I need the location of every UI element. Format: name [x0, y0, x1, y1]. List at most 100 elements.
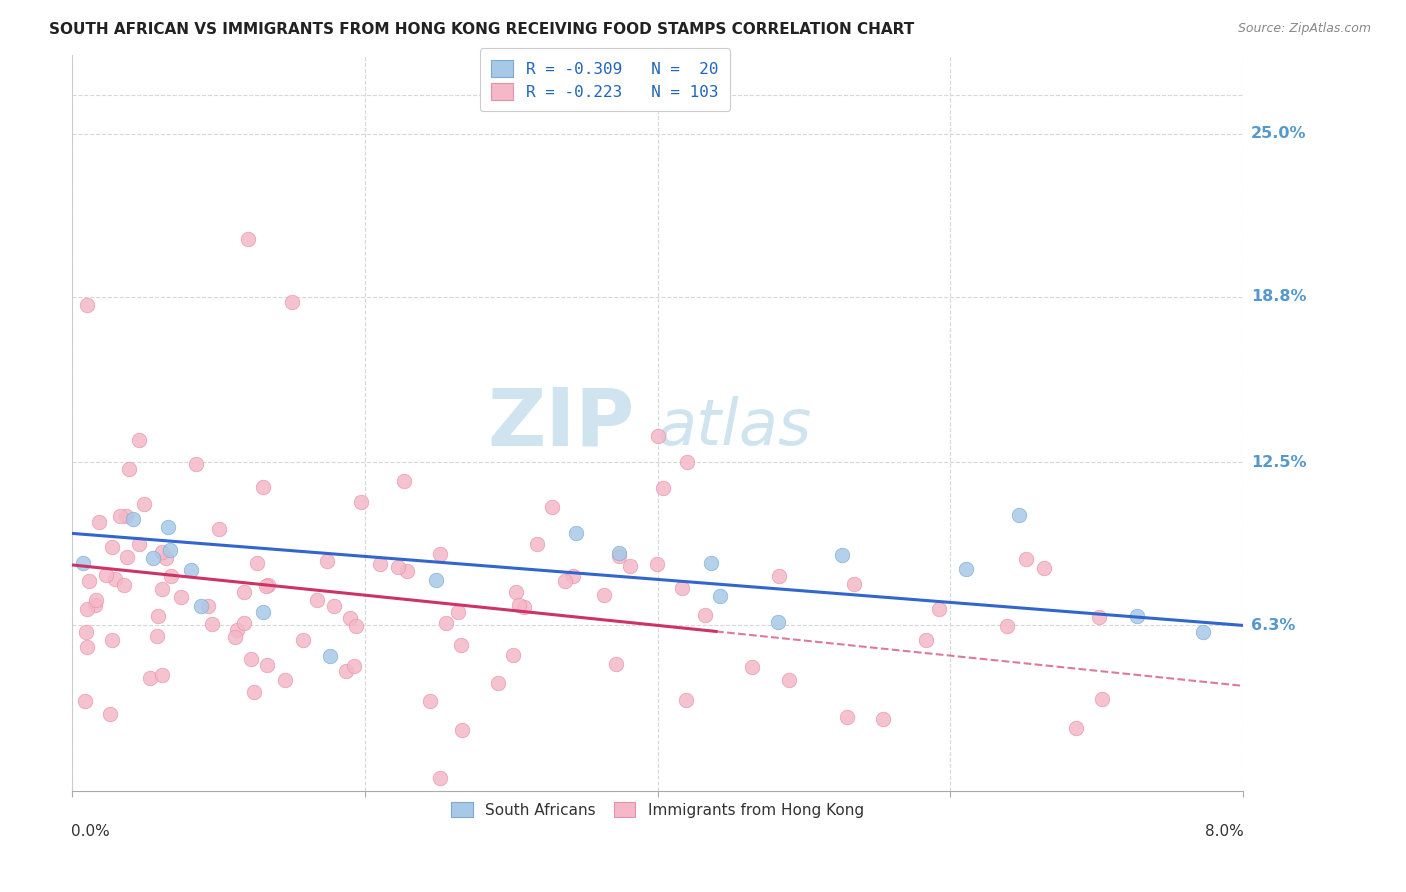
- Point: [232, 585, 254, 599]
- Point: [512, 600, 534, 615]
- Text: SOUTH AFRICAN VS IMMIGRANTS FROM HONG KONG RECEIVING FOOD STAMPS CORRELATION CHA: SOUTH AFRICAN VS IMMIGRANTS FROM HONG KO…: [49, 22, 914, 37]
- Point: [101, 633, 124, 648]
- Point: [146, 629, 169, 643]
- Point: [159, 543, 181, 558]
- Point: [526, 537, 548, 551]
- Point: [607, 546, 630, 560]
- Point: [675, 693, 697, 707]
- Point: [396, 564, 419, 578]
- Point: [243, 685, 266, 699]
- Point: [224, 630, 246, 644]
- Point: [693, 608, 716, 623]
- Point: [86, 593, 108, 607]
- Point: [508, 598, 530, 612]
- Point: [291, 632, 314, 647]
- Point: [139, 671, 162, 685]
- Point: [447, 605, 470, 619]
- Point: [394, 475, 416, 489]
- Point: [75, 625, 97, 640]
- Point: [835, 709, 858, 723]
- Text: 12.5%: 12.5%: [1251, 455, 1306, 470]
- Point: [319, 648, 342, 663]
- Point: [233, 615, 256, 630]
- Point: [155, 550, 177, 565]
- Point: [190, 599, 212, 614]
- Point: [256, 578, 278, 592]
- Point: [157, 520, 180, 534]
- Point: [150, 668, 173, 682]
- Point: [307, 593, 329, 607]
- Point: [671, 581, 693, 595]
- Text: ZIP: ZIP: [486, 384, 634, 462]
- Point: [1192, 624, 1215, 639]
- Point: [647, 429, 669, 443]
- Text: 6.3%: 6.3%: [1251, 618, 1295, 633]
- Point: [252, 480, 274, 494]
- Point: [115, 550, 138, 565]
- Point: [184, 457, 207, 471]
- Point: [236, 232, 259, 246]
- Point: [128, 433, 150, 447]
- Point: [502, 648, 524, 663]
- Legend: South Africans, Immigrants from Hong Kong: South Africans, Immigrants from Hong Kon…: [446, 796, 870, 824]
- Point: [700, 556, 723, 570]
- Point: [146, 608, 169, 623]
- Point: [1064, 721, 1087, 735]
- Point: [112, 578, 135, 592]
- Point: [565, 526, 588, 541]
- Point: [593, 588, 616, 602]
- Point: [915, 633, 938, 648]
- Point: [778, 673, 800, 687]
- Text: Source: ZipAtlas.com: Source: ZipAtlas.com: [1237, 22, 1371, 36]
- Point: [252, 605, 274, 619]
- Point: [94, 567, 117, 582]
- Point: [75, 694, 97, 708]
- Point: [115, 508, 138, 523]
- Point: [118, 462, 141, 476]
- Point: [77, 574, 100, 588]
- Point: [180, 563, 202, 577]
- Point: [831, 548, 853, 562]
- Point: [429, 547, 451, 561]
- Point: [339, 610, 361, 624]
- Point: [425, 573, 447, 587]
- Point: [254, 580, 277, 594]
- Point: [766, 615, 789, 629]
- Point: [76, 601, 98, 615]
- Point: [368, 558, 391, 572]
- Point: [335, 664, 357, 678]
- Point: [128, 537, 150, 551]
- Text: 25.0%: 25.0%: [1251, 127, 1306, 142]
- Point: [844, 577, 866, 591]
- Point: [505, 584, 527, 599]
- Text: 18.8%: 18.8%: [1251, 289, 1306, 304]
- Point: [1033, 561, 1056, 575]
- Point: [350, 494, 373, 508]
- Point: [450, 639, 472, 653]
- Point: [197, 599, 219, 614]
- Point: [226, 623, 249, 637]
- Point: [607, 549, 630, 564]
- Point: [134, 497, 156, 511]
- Point: [872, 712, 894, 726]
- Point: [281, 295, 304, 310]
- Text: atlas: atlas: [658, 396, 811, 458]
- Point: [675, 455, 697, 469]
- Point: [709, 589, 731, 603]
- Point: [344, 619, 367, 633]
- Point: [108, 508, 131, 523]
- Point: [1126, 609, 1149, 624]
- Point: [486, 675, 509, 690]
- Point: [150, 582, 173, 596]
- Text: 8.0%: 8.0%: [1205, 824, 1244, 839]
- Point: [995, 619, 1018, 633]
- Point: [928, 602, 950, 616]
- Point: [240, 651, 263, 665]
- Point: [741, 659, 763, 673]
- Point: [955, 562, 977, 576]
- Point: [100, 540, 122, 554]
- Point: [619, 559, 641, 574]
- Point: [429, 771, 451, 785]
- Point: [605, 657, 627, 671]
- Point: [76, 640, 98, 655]
